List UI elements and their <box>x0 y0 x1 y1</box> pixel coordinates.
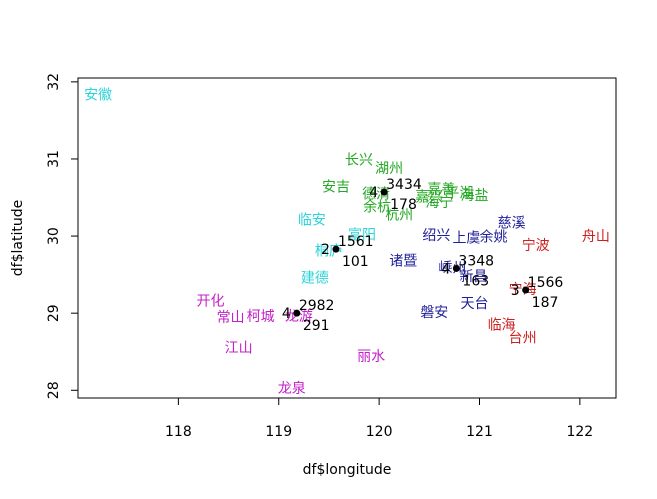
city-label: 临海 <box>488 318 516 334</box>
cluster-size-label: 101 <box>342 254 369 270</box>
city-label: 建德 <box>301 270 329 286</box>
city-label: 龙泉 <box>278 380 306 397</box>
city-label: 常山 <box>217 310 245 326</box>
y-axis-title: df$latitude <box>10 200 26 276</box>
city-label: 嵊州 <box>438 260 466 276</box>
city-label: 绍兴 <box>422 228 450 244</box>
x-tick-label: 118 <box>165 424 192 440</box>
cluster-size-label: 187 <box>532 295 559 311</box>
city-label: 开化 <box>196 294 224 310</box>
x-axis: 118 119 120 121 122 <box>165 397 593 440</box>
city-label: 海宁 <box>425 194 453 211</box>
cluster-count-label: 3434 <box>386 177 422 193</box>
city-label: 慈溪 <box>498 216 526 232</box>
city-label: 新昌 <box>459 269 487 285</box>
y-tick-label: 30 <box>46 227 62 245</box>
cluster-size-label: 291 <box>303 318 330 334</box>
city-label: 磐安 <box>420 305 448 321</box>
city-label: 海盐 <box>460 188 488 204</box>
y-tick-label: 28 <box>46 381 62 399</box>
cluster-center-point <box>452 264 460 272</box>
city-label: 嘉兴 <box>415 190 443 206</box>
city-label: 湖州 <box>375 161 403 177</box>
city-label: 余杭 <box>363 199 391 216</box>
city-label: 天台 <box>460 296 488 312</box>
cluster-id-label: 4 <box>369 185 378 201</box>
city-label: 长兴 <box>345 153 373 169</box>
x-tick-label: 119 <box>265 424 292 440</box>
cluster-count-label: 2982 <box>299 298 335 314</box>
cluster-center-point <box>380 188 388 196</box>
city-label: 嘉善 <box>427 182 455 198</box>
y-axis: 28 29 30 31 32 <box>46 73 79 399</box>
x-axis-title: df$longitude <box>303 462 392 478</box>
cluster-center-point <box>332 245 340 253</box>
city-label: 安徽 <box>84 88 112 104</box>
y-tick-label: 32 <box>46 73 62 91</box>
x-tick-label: 122 <box>566 424 593 440</box>
city-label: 安吉 <box>322 179 350 195</box>
cluster-center-point <box>293 309 301 317</box>
city-label: 宁波 <box>522 237 550 254</box>
city-label: 上虞 <box>452 230 480 246</box>
city-label: 柯城 <box>247 309 275 325</box>
cluster-count-label: 1561 <box>338 234 374 250</box>
cluster-size-label: 178 <box>390 197 417 213</box>
cluster-id-label: 2 <box>321 242 330 258</box>
city-label: 平湖 <box>445 186 473 202</box>
city-label: 台州 <box>509 331 537 347</box>
cluster-id-label: 3 <box>511 283 520 299</box>
city-label: 临安 <box>298 213 326 229</box>
city-label: 余姚 <box>480 229 508 246</box>
city-label: 江山 <box>225 341 253 357</box>
x-tick-label: 120 <box>366 424 393 440</box>
y-tick-label: 29 <box>46 304 62 322</box>
x-tick-label: 121 <box>466 424 493 440</box>
cluster-count-label: 3348 <box>458 253 494 269</box>
cluster-id-label: 4 <box>282 306 291 322</box>
cluster-id-label: 4 <box>441 261 450 277</box>
city-label: 龙游 <box>285 309 313 325</box>
cluster-count-label: 1566 <box>528 275 564 291</box>
city-label: 杭州 <box>385 207 413 223</box>
city-label: 富阳 <box>348 226 376 243</box>
cluster-center-point <box>522 286 530 294</box>
y-tick-label: 31 <box>46 150 62 168</box>
cluster-size-label: 163 <box>462 273 489 289</box>
city-label: 舟山 <box>582 229 610 245</box>
city-label: 诸暨 <box>389 254 417 270</box>
city-label: 丽水 <box>357 349 385 365</box>
